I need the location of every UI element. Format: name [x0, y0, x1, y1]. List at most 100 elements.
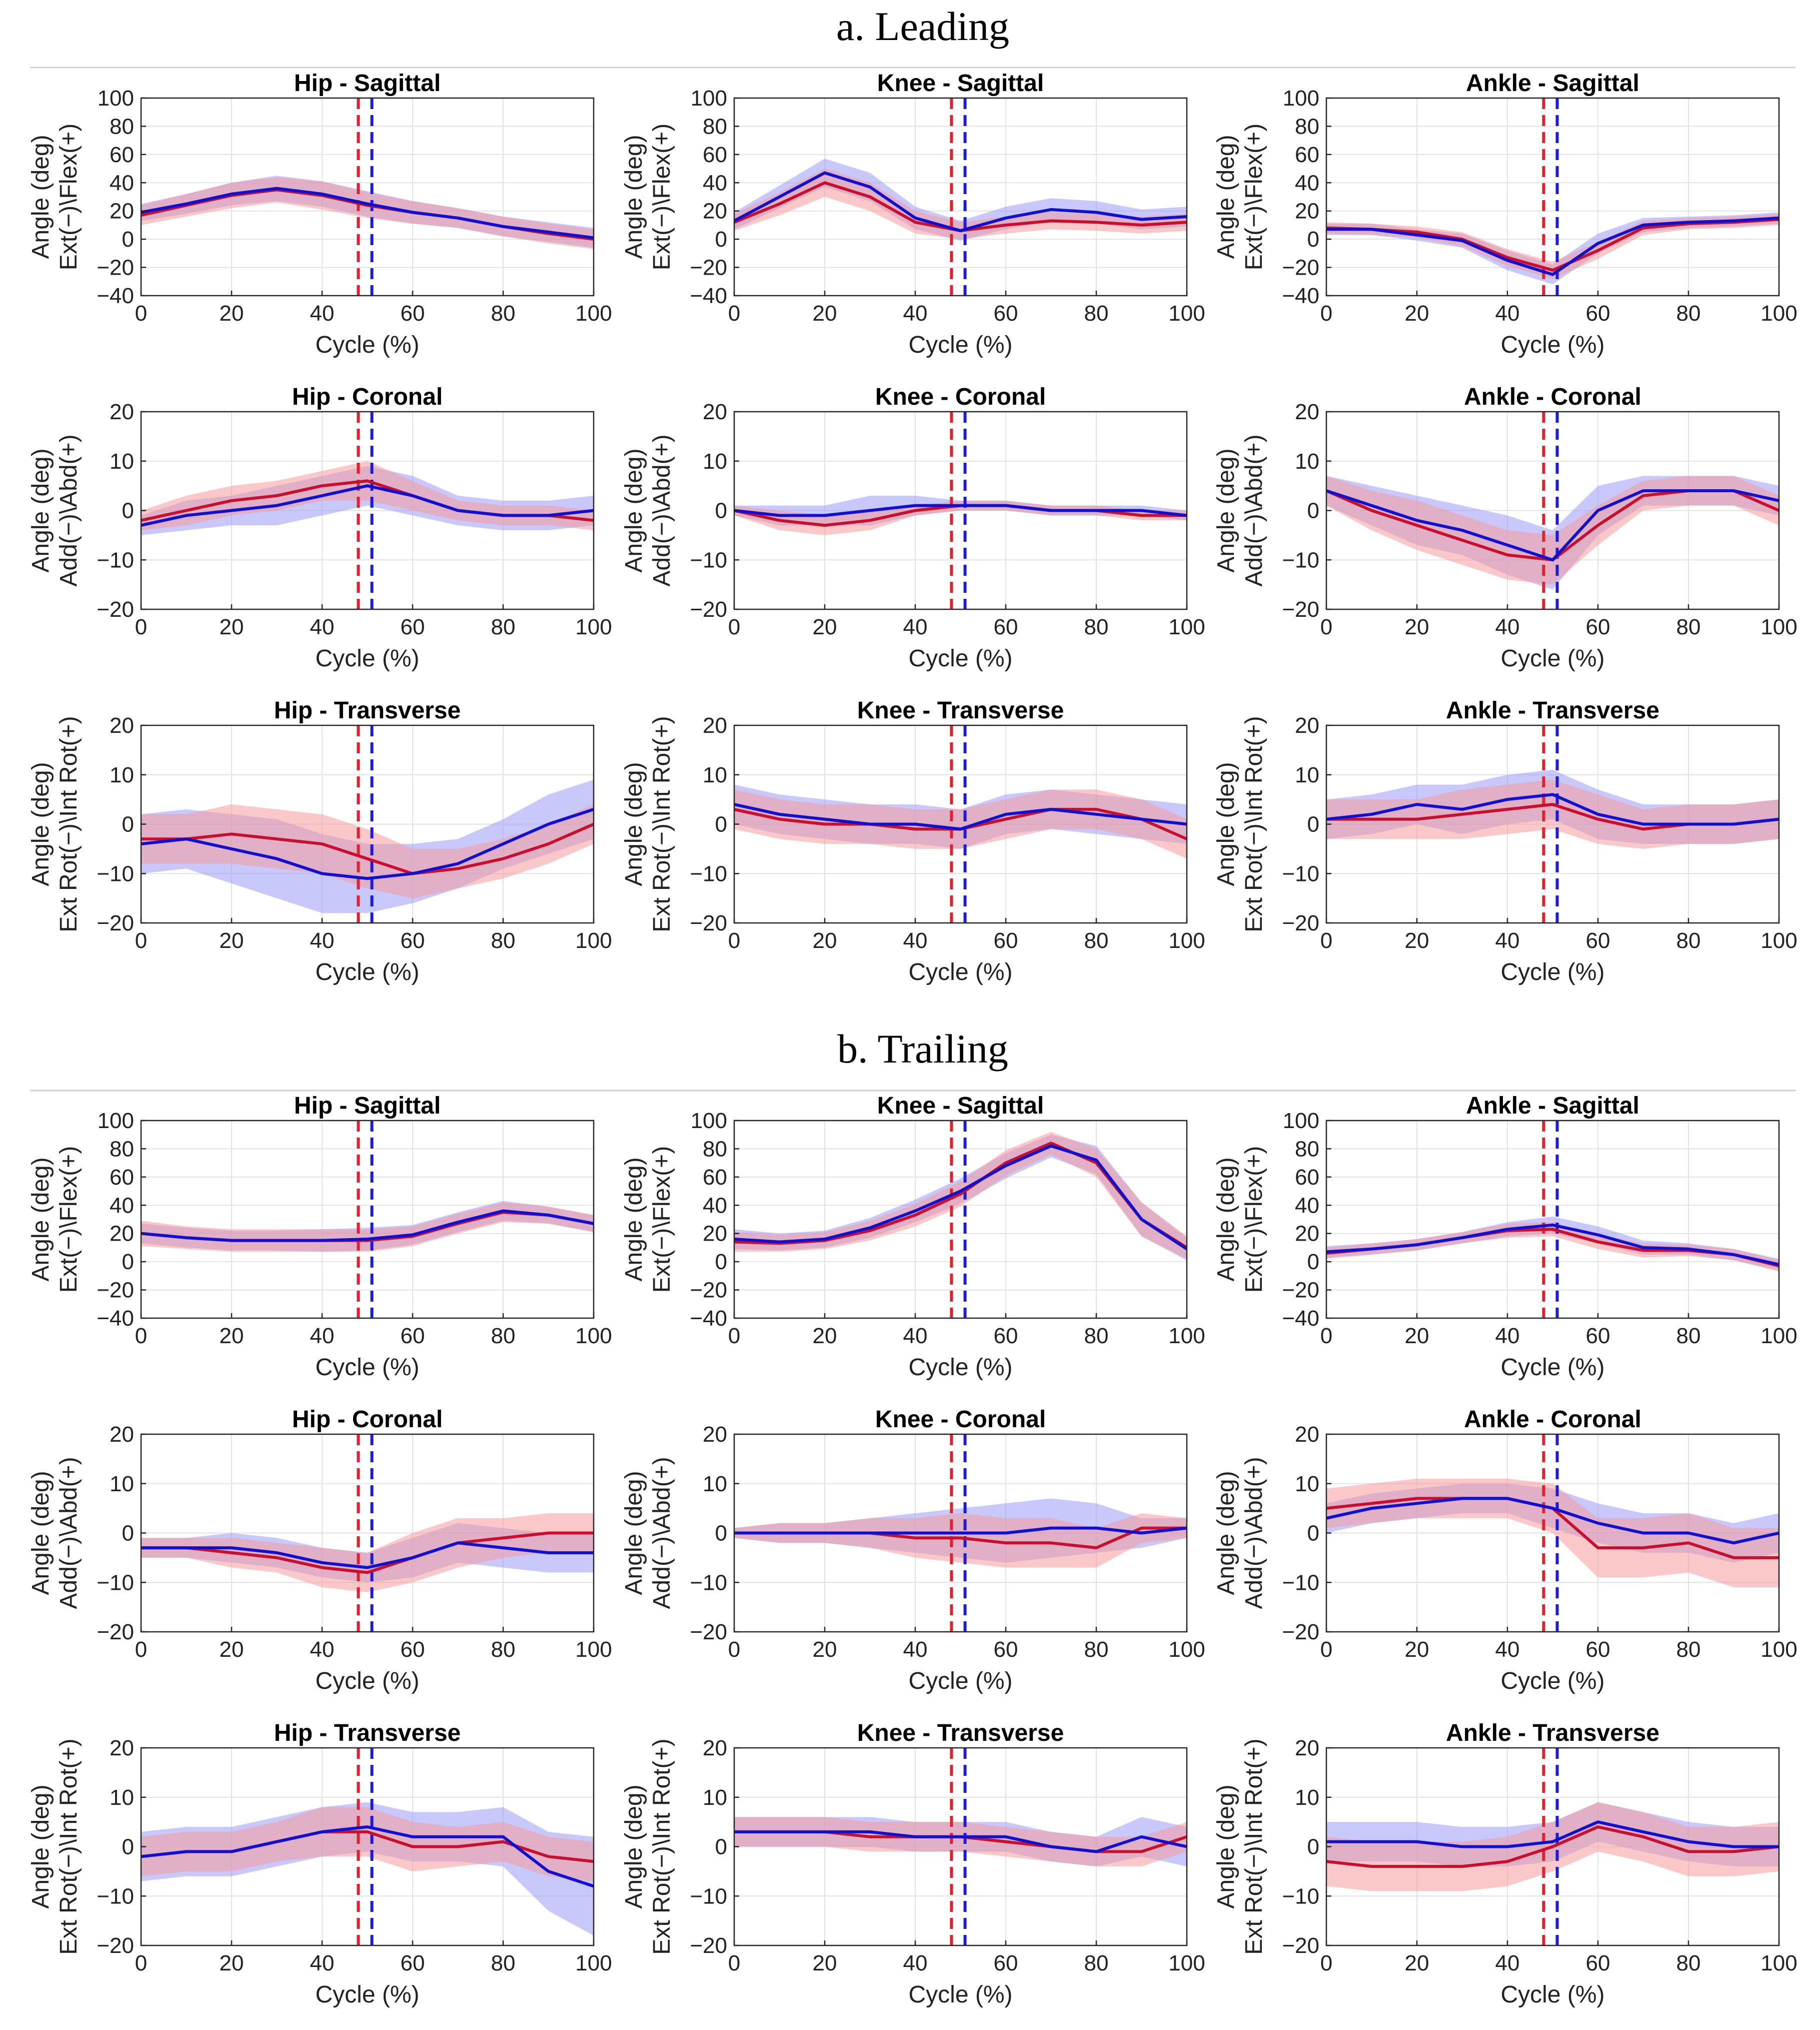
y-tick-label: 100 — [691, 1109, 727, 1133]
panel-title: Hip - Transverse — [274, 1720, 461, 1746]
x-tick-label: 80 — [1676, 615, 1701, 639]
series-line-red — [141, 1531, 594, 1574]
y-tick-label: 10 — [703, 1472, 727, 1496]
y-tick-label: −20 — [1282, 256, 1319, 280]
y-tick-label: 10 — [110, 449, 134, 474]
y-tick-label: 60 — [1295, 143, 1319, 167]
y-axis-label-line-1: Angle (deg) — [621, 1157, 647, 1281]
y-axis-label-line-1: Angle (deg) — [28, 1784, 54, 1908]
y-tick-label: 10 — [703, 1785, 727, 1810]
axes-frame — [733, 1120, 1188, 1319]
axes-frame — [140, 97, 595, 297]
x-axis-label: Cycle (%) — [1500, 332, 1604, 358]
y-tick-label: 40 — [703, 1193, 727, 1218]
x-tick-label: 0 — [1320, 301, 1332, 326]
series-line-blue — [734, 1526, 1187, 1535]
x-tick-label: 60 — [994, 1637, 1018, 1662]
y-tick-label: −40 — [1282, 1306, 1319, 1331]
panel-title: Hip - Coronal — [292, 1406, 443, 1433]
x-tick-label: 60 — [994, 928, 1018, 953]
panel-knee-transverse: 0 20 40 60 80 100 −20 −10 0 10 20 Knee - Transverse… — [621, 697, 1205, 985]
y-axis-label-line-2: Ext Rot(−)\Int Rot(+) — [56, 716, 82, 932]
y-tick-label: 80 — [110, 1137, 134, 1161]
y-tick-label: 0 — [122, 1835, 134, 1859]
x-tick-label: 80 — [1084, 1637, 1109, 1662]
x-tick-label: 100 — [1168, 1951, 1205, 1975]
x-tick-label: 40 — [310, 1324, 335, 1348]
y-tick-label: −10 — [690, 861, 727, 886]
series-line-blue — [141, 1825, 594, 1888]
x-tick-label: 0 — [728, 1637, 740, 1662]
y-tick-label: −10 — [97, 1570, 134, 1595]
y-tick-label: 40 — [110, 171, 134, 195]
x-tick-label: 20 — [220, 1637, 244, 1662]
y-axis-label-line-1: Angle (deg) — [28, 762, 54, 886]
x-tick-label: 20 — [1405, 928, 1429, 953]
x-tick-label: 20 — [1405, 1324, 1429, 1348]
y-tick-label: −20 — [690, 911, 727, 935]
panel-title: Ankle - Sagittal — [1466, 1093, 1639, 1119]
x-tick-label: 40 — [1495, 1324, 1520, 1348]
y-tick-label: 0 — [122, 1250, 134, 1274]
x-tick-label: 60 — [401, 615, 425, 639]
y-tick-label: 60 — [110, 143, 134, 167]
y-tick-label: 0 — [122, 812, 134, 837]
y-axis-label-line-2: Ext(−)\Flex(+) — [56, 124, 82, 270]
x-tick-label: 0 — [728, 615, 740, 639]
x-tick-label: 0 — [135, 928, 147, 953]
y-tick-label: 40 — [110, 1193, 134, 1218]
y-axis-label-line-2: Add(−)\Abd(+) — [56, 434, 82, 586]
y-axis-label-line-1: Angle (deg) — [1213, 1784, 1239, 1908]
series-line-blue — [1326, 1223, 1779, 1266]
y-tick-label: 0 — [122, 1521, 134, 1546]
x-axis-label: Cycle (%) — [315, 1354, 419, 1381]
x-tick-label: 40 — [1495, 928, 1520, 953]
x-tick-label: 100 — [575, 615, 612, 639]
x-tick-label: 0 — [135, 1951, 147, 1975]
y-axis-label-line-1: Angle (deg) — [1213, 135, 1239, 259]
y-tick-label: −40 — [690, 1306, 727, 1331]
x-tick-label: 40 — [1495, 1637, 1520, 1662]
x-tick-label: 60 — [401, 1637, 425, 1662]
y-axis-label-line-1: Angle (deg) — [621, 448, 647, 572]
y-tick-label: 10 — [110, 763, 134, 787]
x-tick-label: 100 — [1168, 301, 1205, 326]
panel-ankle-transverse: 0 20 40 60 80 100 −20 −10 0 10 20 Ankle - Transvers… — [1213, 1720, 1797, 2008]
x-tick-label: 0 — [728, 301, 740, 326]
x-tick-label: 60 — [401, 301, 425, 326]
y-tick-label: −20 — [97, 256, 134, 280]
x-tick-label: 40 — [903, 1324, 928, 1348]
y-tick-label: 20 — [703, 1222, 727, 1246]
x-tick-label: 100 — [575, 1951, 612, 1975]
y-tick-label: 100 — [98, 86, 134, 111]
x-tick-label: 40 — [310, 928, 335, 953]
y-tick-label: 20 — [110, 713, 134, 738]
x-tick-label: 80 — [1676, 1951, 1701, 1975]
y-tick-label: −10 — [1282, 548, 1319, 572]
y-tick-label: 20 — [703, 400, 727, 424]
sd-band-red — [734, 1817, 1187, 1866]
x-tick-label: 40 — [1495, 1951, 1520, 1975]
y-tick-label: −20 — [690, 597, 727, 622]
x-tick-label: 40 — [310, 1951, 335, 1975]
y-axis-label-line-1: Angle (deg) — [28, 448, 54, 572]
y-axis-label-line-2: Add(−)\Abd(+) — [1241, 1457, 1267, 1609]
x-tick-label: 80 — [491, 1951, 516, 1975]
y-tick-label: 20 — [703, 1422, 727, 1447]
x-tick-label: 100 — [575, 1637, 612, 1662]
axes-frame — [140, 1120, 595, 1319]
y-tick-label: 10 — [1295, 763, 1319, 787]
y-tick-label: 20 — [703, 1736, 727, 1760]
y-tick-label: −10 — [97, 548, 134, 572]
y-tick-label: 40 — [1295, 171, 1319, 195]
y-axis-label-line-2: Ext Rot(−)\Int Rot(+) — [649, 716, 675, 932]
series-line-blue — [734, 1144, 1188, 1251]
y-tick-label: 100 — [1283, 1109, 1319, 1133]
y-axis-label-line-1: Angle (deg) — [1213, 1471, 1239, 1595]
panel-knee-transverse: 0 20 40 60 80 100 −20 −10 0 10 20 Knee - Transverse… — [621, 1720, 1205, 2008]
panel-ankle-coronal: 0 20 40 60 80 100 −20 −10 0 10 20 Ankle - Coronal Cy… — [1213, 1406, 1797, 1694]
sd-band-red — [141, 1513, 594, 1592]
series-line-blue — [734, 1830, 1187, 1853]
